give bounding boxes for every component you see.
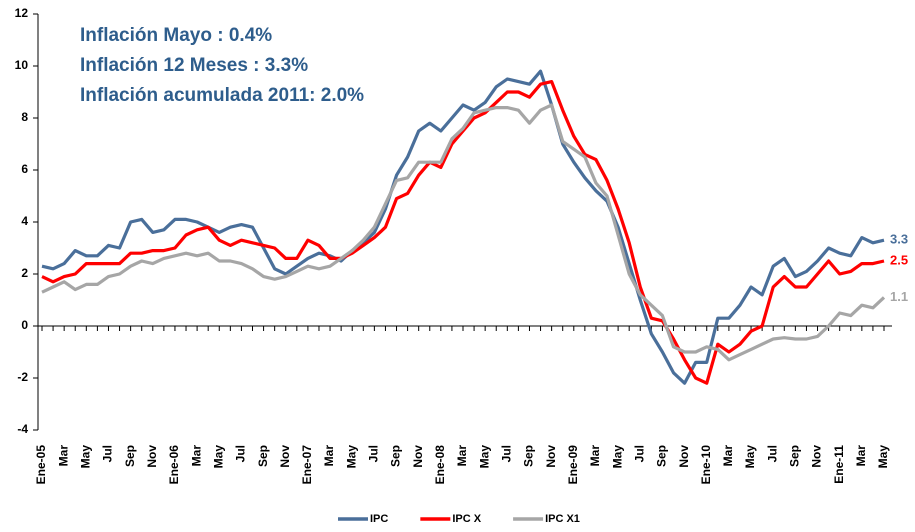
x-tick-label: May — [743, 445, 757, 469]
y-tick-label: 2 — [21, 266, 28, 280]
series-line — [41, 69, 885, 385]
x-tick-label: Jul — [765, 445, 779, 462]
y-tick-label: 10 — [15, 58, 29, 72]
end-label: 2.5 — [890, 252, 908, 267]
x-tick-label: Jul — [632, 445, 646, 462]
x-tick-label: May — [610, 445, 624, 469]
x-tick-label: Ene-06 — [167, 445, 181, 485]
annotation: Inflación acumulada 2011: 2.0% — [80, 85, 364, 106]
x-tick-label: May — [344, 445, 358, 469]
x-tick-label: Sep — [256, 445, 270, 467]
x-tick-label: Mar — [56, 445, 70, 467]
legend-label: IPC X — [452, 513, 481, 525]
legend-label: IPC — [370, 513, 388, 525]
end-label: 1.1 — [890, 289, 908, 304]
end-label: 3.3 — [890, 232, 908, 247]
x-tick-label: Mar — [854, 445, 868, 467]
y-tick-label: -4 — [17, 422, 28, 436]
legend-label: IPC X1 — [545, 513, 580, 525]
x-tick-label: Jul — [234, 445, 248, 462]
x-tick-label: Mar — [455, 445, 469, 467]
y-tick-label: 4 — [21, 214, 28, 228]
x-tick-label: Nov — [411, 445, 425, 468]
y-tick-label: 8 — [21, 110, 28, 124]
x-tick-label: Ene-07 — [300, 445, 314, 485]
annotation: Inflación Mayo : 0.4% — [80, 25, 272, 46]
x-tick-label: Nov — [677, 445, 691, 468]
x-tick-label: Jul — [367, 445, 381, 462]
y-tick-label: 6 — [21, 162, 28, 176]
y-tick-label: 12 — [15, 6, 29, 20]
x-tick-label: Ene-10 — [699, 445, 713, 485]
x-tick-label: Ene-09 — [566, 445, 580, 485]
x-tick-label: Sep — [788, 445, 802, 467]
x-tick-label: Ene-11 — [832, 445, 846, 484]
y-tick-label: -2 — [17, 370, 28, 384]
series-line — [41, 80, 885, 385]
x-tick-label: Ene-05 — [34, 445, 48, 485]
x-tick-label: Sep — [522, 445, 536, 467]
annotation: Inflación 12 Meses : 3.3% — [80, 55, 308, 76]
x-tick-label: Sep — [389, 445, 403, 467]
x-tick-label: Nov — [810, 445, 824, 468]
x-tick-label: Nov — [145, 445, 159, 468]
x-tick-label: Mar — [189, 445, 203, 467]
x-tick-label: Mar — [721, 445, 735, 467]
x-tick-label: Jul — [101, 445, 115, 462]
x-tick-label: Nov — [544, 445, 558, 468]
x-tick-label: May — [78, 445, 92, 469]
x-tick-label: May — [876, 445, 890, 469]
x-tick-label: Mar — [322, 445, 336, 467]
x-tick-label: Mar — [588, 445, 602, 467]
x-tick-label: Nov — [278, 445, 292, 468]
x-tick-label: Sep — [655, 445, 669, 467]
x-tick-label: Jul — [499, 445, 513, 462]
series-line — [41, 103, 886, 362]
x-tick-label: Sep — [123, 445, 137, 467]
x-tick-label: May — [211, 445, 225, 469]
x-tick-label: Ene-08 — [433, 445, 447, 485]
y-tick-label: 0 — [21, 318, 28, 332]
x-tick-label: May — [477, 445, 491, 469]
